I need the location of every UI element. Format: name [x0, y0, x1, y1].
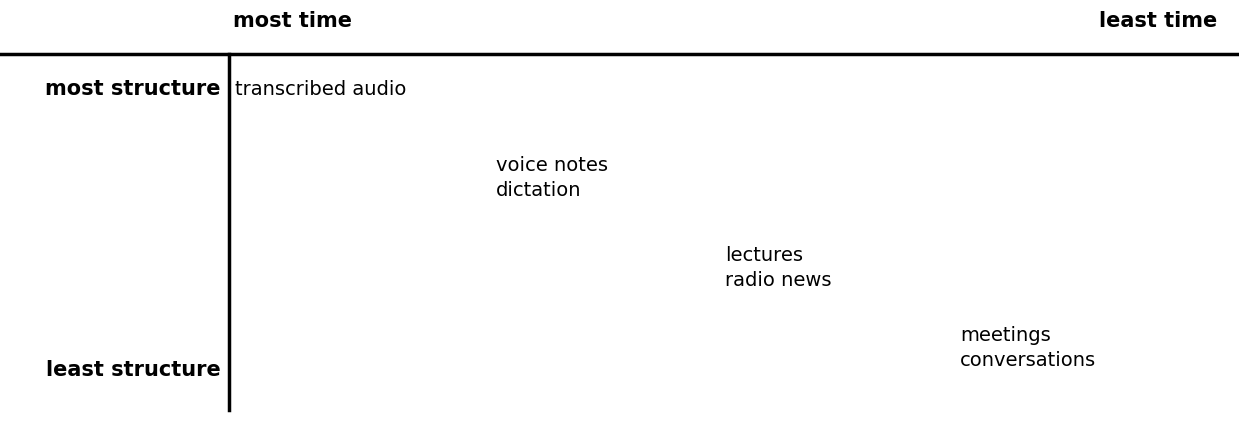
- Text: least time: least time: [1099, 11, 1218, 31]
- Text: transcribed audio: transcribed audio: [235, 80, 406, 99]
- Text: meetings
conversations: meetings conversations: [960, 326, 1097, 370]
- Text: most time: most time: [233, 11, 352, 31]
- Text: most structure: most structure: [45, 79, 221, 99]
- Text: voice notes
dictation: voice notes dictation: [496, 157, 607, 200]
- Text: least structure: least structure: [46, 360, 221, 380]
- Text: lectures
radio news: lectures radio news: [725, 246, 831, 289]
